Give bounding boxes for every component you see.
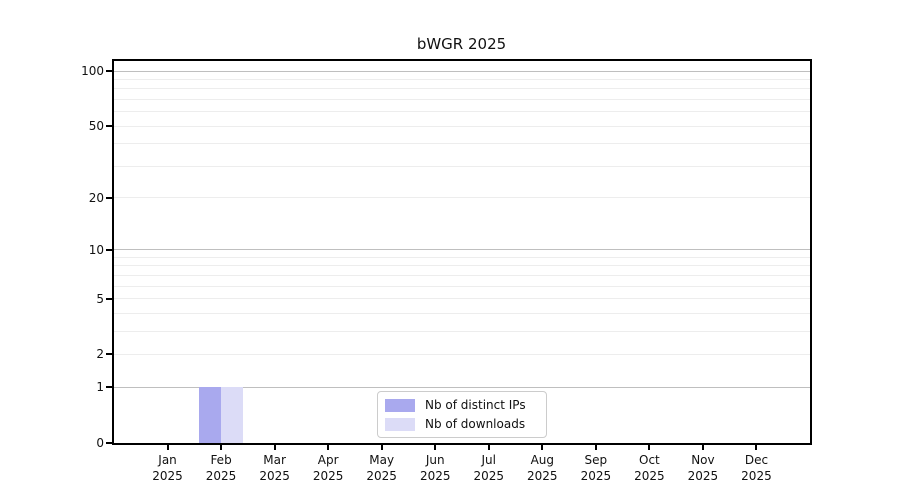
minor-gridline [114,111,810,113]
minor-gridline [114,312,810,314]
major-gridline [114,70,810,72]
chart-title: bWGR 2025 [416,35,507,53]
minor-gridline [114,298,810,300]
x-tick-mark [220,445,223,450]
minor-gridline [114,330,810,332]
y-tick-label: 50 [88,119,104,134]
distinct-ips-swatch [385,398,415,412]
downloads-swatch [385,417,415,431]
y-tick-mark [106,353,112,356]
y-tick-mark [106,196,112,199]
legend-label-downloads: Nb of downloads [425,417,526,431]
legend-item-distinct-ips: Nb of distinct IPs [385,398,546,412]
major-gridline [114,386,810,388]
minor-gridline [114,274,810,276]
y-tick-mark [106,248,112,251]
x-tick-mark [380,445,383,450]
y-tick-label: 0 [96,436,104,450]
x-tick-mark [594,445,597,450]
minor-gridline [114,265,810,267]
x-tick-label: Apr 2025 [312,453,344,483]
minor-gridline [114,143,810,145]
legend-item-downloads: Nb of downloads [385,417,546,431]
x-tick-label: Nov 2025 [687,453,719,483]
x-tick-label: Feb 2025 [205,453,237,483]
minor-gridline [114,256,810,258]
minor-gridline [114,78,810,80]
minor-gridline [114,88,810,90]
minor-gridline [114,353,810,355]
distinct-ips-bar [199,387,222,443]
x-tick-mark [434,445,437,450]
downloads-bar [221,387,244,443]
minor-gridline [114,125,810,127]
minor-gridline [114,98,810,100]
x-tick-label: Dec 2025 [741,453,772,483]
y-tick-mark [106,386,112,389]
x-tick-label: Jul 2025 [473,453,505,483]
y-tick-mark [106,70,112,72]
x-tick-label: Jan 2025 [152,453,183,483]
x-tick-mark [701,445,704,450]
y-tick-label: 2 [96,347,104,362]
x-tick-mark [166,445,169,450]
y-tick-mark [106,442,112,444]
y-tick-label: 20 [88,190,104,205]
x-tick-mark [327,445,330,450]
x-tick-mark [487,445,490,450]
y-tick-label: 10 [88,242,104,257]
x-tick-mark [273,445,276,450]
plot-area [112,59,812,445]
x-tick-label: Aug 2025 [527,453,558,483]
major-gridline [114,249,810,251]
x-tick-label: Sep 2025 [580,453,612,483]
x-tick-mark [648,445,651,450]
y-tick-label: 5 [96,291,104,306]
x-tick-label: Mar 2025 [259,453,290,483]
minor-gridline [114,197,810,199]
x-tick-mark [755,445,758,450]
x-tick-label: Oct 2025 [634,453,665,483]
legend-label-distinct-ips: Nb of distinct IPs [425,398,526,412]
x-tick-label: Jun 2025 [419,453,451,483]
y-tick-label: 100 [81,64,104,78]
minor-gridline [114,165,810,167]
y-tick-label: 1 [96,380,104,395]
y-tick-mark [106,125,112,128]
y-tick-mark [106,297,112,300]
legend: Nb of distinct IPs Nb of downloads [377,391,547,438]
x-tick-label: May 2025 [366,453,397,483]
minor-gridline [114,285,810,287]
x-tick-mark [541,445,544,450]
